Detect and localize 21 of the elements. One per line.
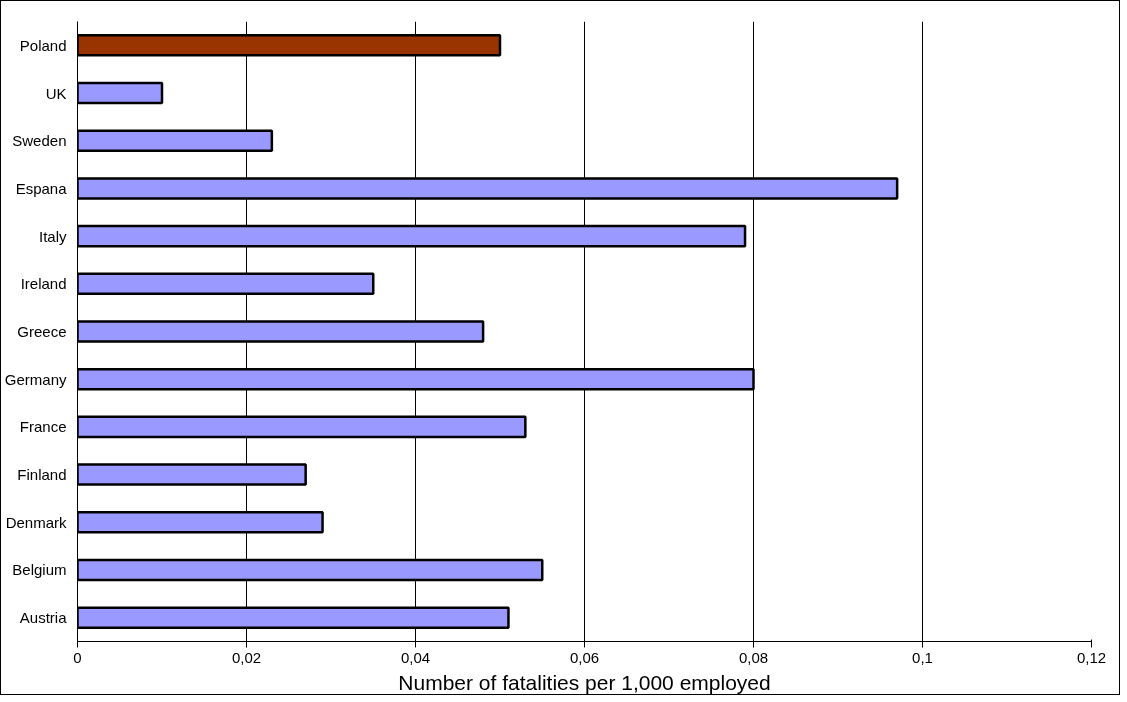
y-tick-label: Austria	[19, 609, 68, 627]
x-tick-label: 0,06	[569, 648, 600, 666]
x-tick-label: 0,1	[912, 648, 933, 666]
y-tick-label: Denmark	[5, 513, 67, 531]
x-tick-label: 0	[73, 648, 82, 666]
y-tick-label: Poland	[19, 36, 67, 54]
x-tick-label: 0,08	[738, 648, 769, 666]
x-axis-title: Number of fatalities per 1,000 employed	[398, 670, 771, 694]
y-tick-label: Espana	[15, 179, 68, 197]
x-tick-label: 0,12	[1076, 648, 1107, 666]
y-tick-label: Sweden	[12, 132, 67, 150]
x-tick-label: 0,02	[231, 648, 262, 666]
y-tick-label: Belgium	[12, 561, 67, 579]
y-tick-label: France	[19, 418, 67, 436]
y-tick-label: Finland	[17, 466, 67, 484]
x-tick-label: 0,04	[400, 648, 431, 666]
y-tick-label: Italy	[38, 227, 67, 245]
y-tick-label: Ireland	[20, 275, 67, 293]
y-tick-label: UK	[45, 84, 67, 102]
y-tick-label: Germany	[4, 370, 67, 388]
y-tick-label: Greece	[17, 323, 67, 340]
